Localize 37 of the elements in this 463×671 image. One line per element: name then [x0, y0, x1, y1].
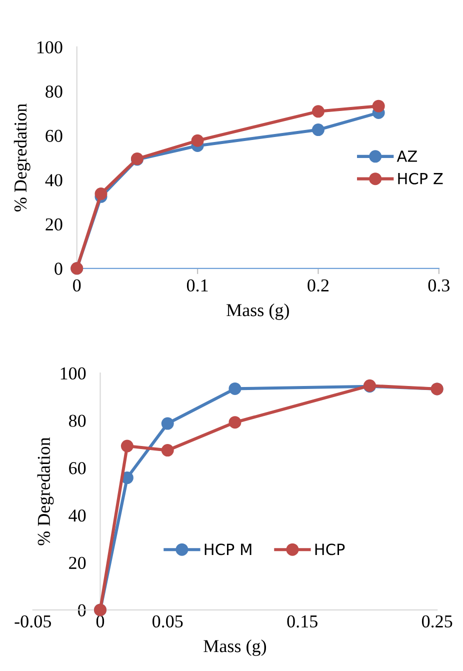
point [312, 105, 324, 118]
x-tick-label: 0.3 [428, 279, 450, 292]
y-tick-label: 40 [45, 174, 62, 186]
y-tick-label: 100 [60, 367, 86, 380]
y-axis-title: % Degredation [37, 437, 54, 546]
point [94, 188, 108, 200]
legend-label: HCP M [204, 544, 252, 556]
y-axis-title: % Degredation [14, 104, 30, 212]
point [120, 440, 134, 452]
x-tick-label: -0.05 [14, 615, 51, 628]
point [228, 416, 242, 429]
y-tick-label: 80 [68, 414, 86, 427]
legend-label: HCP Z [398, 172, 443, 184]
y-tick-label: 20 [69, 556, 86, 570]
y-tick-label: 60 [69, 462, 86, 474]
legend-label: HCP [315, 544, 345, 556]
point [161, 417, 174, 430]
x-axis-title: Mass (g) [226, 304, 289, 320]
x-tick-label: 0.05 [152, 615, 183, 628]
point [372, 100, 385, 112]
y-tick-label: 0 [54, 262, 62, 275]
x-tick-label: 0.25 [422, 615, 452, 628]
y-tick-label: 80 [46, 86, 62, 98]
point [161, 444, 174, 457]
point [228, 382, 242, 395]
y-tick-label: 40 [68, 509, 86, 522]
point [312, 124, 324, 136]
x-tick-label: 0.15 [287, 615, 318, 628]
legend-label: AZ [396, 150, 417, 162]
y-tick-label: 100 [37, 41, 62, 54]
point [191, 134, 204, 147]
x-tick-label: 0.1 [186, 279, 208, 292]
x-tick-label: 0 [96, 615, 104, 628]
y-tick-label: 60 [46, 130, 62, 142]
x-axis-title: Mass (g) [204, 640, 266, 656]
y-tick-label: 20 [46, 218, 62, 231]
x-tick-label: 0.2 [308, 279, 329, 292]
